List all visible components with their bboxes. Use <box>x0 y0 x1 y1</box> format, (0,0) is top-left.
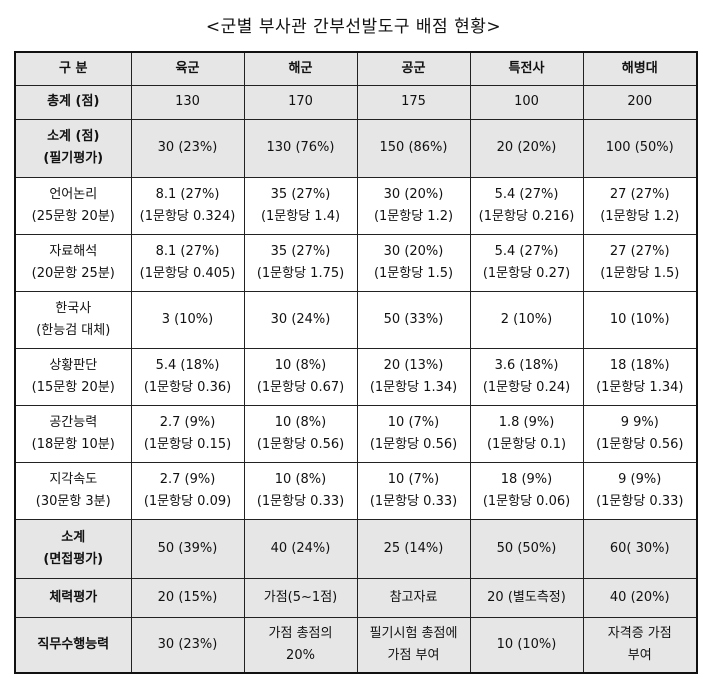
cell-navy: 10 (8%) (1문항당 0.67) <box>243 347 358 406</box>
row-perceptual-speed: 지각속도 (30문항 3분) 2.7 (9%) (1문항당 0.09) 10 (8%… <box>14 461 698 520</box>
cell-army: 5.4 (18%) (1문항당 0.36) <box>130 347 245 406</box>
row-situational-judgment: 상황판단 (15문항 20분) 5.4 (18%) (1문항당 0.36) 10 (… <box>14 347 698 406</box>
cell-navy: 가점 총점의 20% <box>243 616 358 674</box>
row-spatial-ability: 공간능력 (18문항 10분) 2.7 (9%) (1문항당 0.15) 10 (8… <box>14 404 698 463</box>
cell-navy: 10 (8%) (1문항당 0.33) <box>243 461 358 520</box>
cell-airforce: 10 (7%) (1문항당 0.56) <box>356 404 471 463</box>
cell-airforce: 10 (7%) (1문항당 0.33) <box>356 461 471 520</box>
cell-special-forces: 1.8 (9%) (1문항당 0.1) <box>469 404 584 463</box>
row-label: 언어논리 (25문항 20분) <box>14 176 132 235</box>
cell-marines: 9 9%) (1문항당 0.56) <box>582 404 698 463</box>
cell-airforce: 필기시험 총점에 가점 부여 <box>356 616 471 674</box>
cell-airforce: 150 (86%) <box>356 118 471 178</box>
cell-marines: 200 <box>582 84 698 120</box>
cell-airforce: 20 (13%) (1문항당 1.34) <box>356 347 471 406</box>
row-physical-fitness: 체력평가 20 (15%) 가점(5~1점) 참고자료 20 (별도측정) 40… <box>14 577 698 618</box>
header-cell-marines: 해병대 <box>582 51 698 86</box>
cell-marines: 27 (27%) (1문항당 1.5) <box>582 233 698 292</box>
row-label: 상황판단 (15문항 20분) <box>14 347 132 406</box>
row-job-performance: 직무수행능력 30 (23%) 가점 총점의 20% 필기시험 총점에 가점 부여 … <box>14 616 698 674</box>
cell-marines: 9 (9%) (1문항당 0.33) <box>582 461 698 520</box>
page-title: <군별 부사관 간부선발도구 배점 현황> <box>205 17 502 37</box>
row-label: 소계 (점) (필기평가) <box>14 118 132 178</box>
header-cell-special-forces: 특전사 <box>469 51 584 86</box>
cell-airforce: 30 (20%) (1문항당 1.2) <box>356 176 471 235</box>
cell-army: 30 (23%) <box>130 118 245 178</box>
cell-navy: 40 (24%) <box>243 518 358 579</box>
cell-special-forces: 5.4 (27%) (1문항당 0.27) <box>469 233 584 292</box>
cell-marines: 100 (50%) <box>582 118 698 178</box>
cell-airforce: 30 (20%) (1문항당 1.5) <box>356 233 471 292</box>
cell-special-forces: 20 (별도측정) <box>469 577 584 618</box>
header-cell-navy: 해군 <box>243 51 358 86</box>
header-row: 구 분 육군 해군 공군 특전사 해병대 <box>14 51 698 86</box>
cell-airforce: 참고자료 <box>356 577 471 618</box>
cell-marines: 60( 30%) <box>582 518 698 579</box>
cell-army: 8.1 (27%) (1문항당 0.405) <box>130 233 245 292</box>
cell-special-forces: 2 (10%) <box>469 290 584 349</box>
cell-army: 3 (10%) <box>130 290 245 349</box>
row-label: 자료해석 (20문항 25분) <box>14 233 132 292</box>
cell-marines: 27 (27%) (1문항당 1.2) <box>582 176 698 235</box>
cell-airforce: 25 (14%) <box>356 518 471 579</box>
row-total: 총계 (점) 130 170 175 100 200 <box>14 84 698 120</box>
row-label: 직무수행능력 <box>14 616 132 674</box>
cell-marines: 자격증 가점 부여 <box>582 616 698 674</box>
row-interview-subtotal: 소계 (면접평가) 50 (39%) 40 (24%) 25 (14%) 50 (… <box>14 518 698 579</box>
row-label: 한국사 (한능검 대체) <box>14 290 132 349</box>
cell-special-forces: 20 (20%) <box>469 118 584 178</box>
cell-navy: 170 <box>243 84 358 120</box>
cell-special-forces: 3.6 (18%) (1문항당 0.24) <box>469 347 584 406</box>
cell-special-forces: 100 <box>469 84 584 120</box>
cell-special-forces: 10 (10%) <box>469 616 584 674</box>
cell-navy: 35 (27%) (1문항당 1.4) <box>243 176 358 235</box>
cell-army: 130 <box>130 84 245 120</box>
cell-special-forces: 18 (9%) (1문항당 0.06) <box>469 461 584 520</box>
row-label: 공간능력 (18문항 10분) <box>14 404 132 463</box>
header-cell-army: 육군 <box>130 51 245 86</box>
cell-army: 20 (15%) <box>130 577 245 618</box>
row-korean-history: 한국사 (한능검 대체) 3 (10%) 30 (24%) 50 (33%) 2 … <box>14 290 698 349</box>
cell-special-forces: 50 (50%) <box>469 518 584 579</box>
row-label: 체력평가 <box>14 577 132 618</box>
cell-marines: 10 (10%) <box>582 290 698 349</box>
cell-army: 8.1 (27%) (1문항당 0.324) <box>130 176 245 235</box>
cell-navy: 130 (76%) <box>243 118 358 178</box>
cell-airforce: 50 (33%) <box>356 290 471 349</box>
cell-army: 30 (23%) <box>130 616 245 674</box>
cell-marines: 18 (18%) (1문항당 1.34) <box>582 347 698 406</box>
cell-army: 2.7 (9%) (1문항당 0.15) <box>130 404 245 463</box>
cell-navy: 10 (8%) (1문항당 0.56) <box>243 404 358 463</box>
row-label: 지각속도 (30문항 3분) <box>14 461 132 520</box>
cell-army: 2.7 (9%) (1문항당 0.09) <box>130 461 245 520</box>
cell-special-forces: 5.4 (27%) (1문항당 0.216) <box>469 176 584 235</box>
score-table: 구 분 육군 해군 공군 특전사 해병대 총계 (점) 130 170 175 … <box>14 51 698 674</box>
cell-airforce: 175 <box>356 84 471 120</box>
row-verbal-reasoning: 언어논리 (25문항 20분) 8.1 (27%) (1문항당 0.324) 35 … <box>14 176 698 235</box>
cell-navy: 35 (27%) (1문항당 1.75) <box>243 233 358 292</box>
cell-army: 50 (39%) <box>130 518 245 579</box>
cell-navy: 30 (24%) <box>243 290 358 349</box>
header-cell-airforce: 공군 <box>356 51 471 86</box>
cell-marines: 40 (20%) <box>582 577 698 618</box>
header-cell-category: 구 분 <box>14 51 132 86</box>
cell-navy: 가점(5~1점) <box>243 577 358 618</box>
row-written-subtotal: 소계 (점) (필기평가) 30 (23%) 130 (76%) 150 (86%… <box>14 118 698 178</box>
row-data-interpretation: 자료해석 (20문항 25분) 8.1 (27%) (1문항당 0.405) 35 … <box>14 233 698 292</box>
row-label: 총계 (점) <box>14 84 132 120</box>
row-label: 소계 (면접평가) <box>14 518 132 579</box>
